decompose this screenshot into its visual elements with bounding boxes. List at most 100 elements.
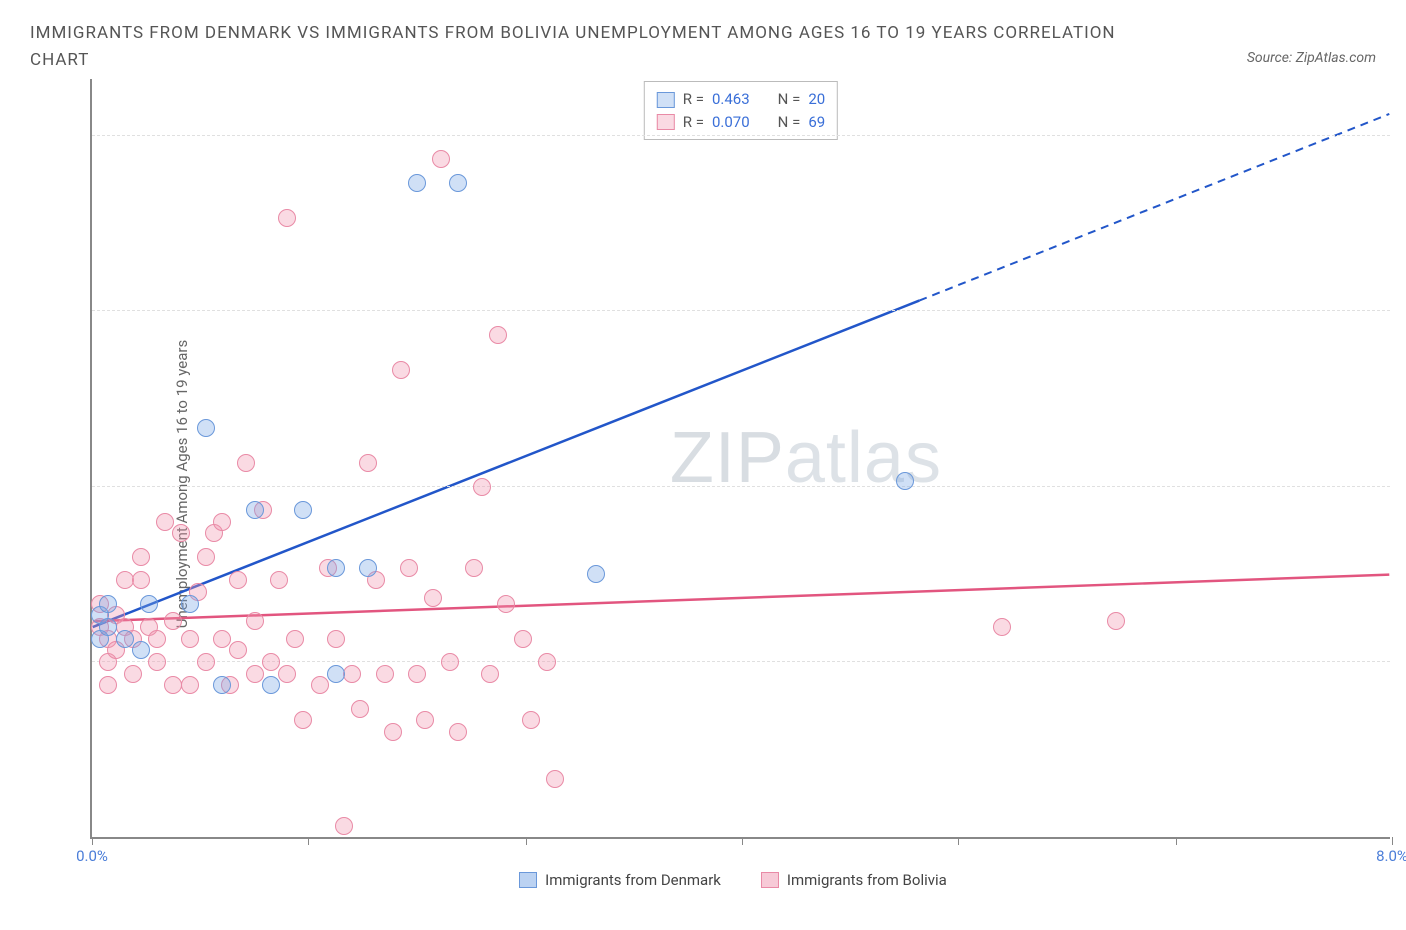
gridline [92,486,1390,487]
scatter-point [148,653,166,671]
scatter-point [140,595,158,613]
scatter-point [311,676,329,694]
scatter-point [246,612,264,630]
scatter-point [408,665,426,683]
scatter-point [172,524,190,542]
scatter-point [213,676,231,694]
x-tick-label: 8.0% [1376,847,1406,865]
scatter-point [237,454,255,472]
series-legend: Immigrants from Denmark Immigrants from B… [90,871,1376,889]
legend-n-label: N = [778,88,801,111]
scatter-point [359,559,377,577]
scatter-point [327,630,345,648]
scatter-point [294,501,312,519]
legend-swatch [519,872,537,888]
scatter-point [164,612,182,630]
scatter-point [327,665,345,683]
legend-r-label: R = [683,88,704,111]
scatter-point [99,618,117,636]
scatter-point [286,630,304,648]
scatter-point [424,589,442,607]
scatter-point [213,513,231,531]
legend-item: Immigrants from Bolivia [761,871,947,889]
x-tick [1176,837,1177,845]
scatter-point [392,361,410,379]
scatter-point [132,641,150,659]
scatter-point [156,513,174,531]
legend-label: Immigrants from Denmark [545,871,721,889]
scatter-point [993,618,1011,636]
scatter-point [449,174,467,192]
scatter-point [246,501,264,519]
scatter-point [132,571,150,589]
scatter-point [896,472,914,490]
scatter-point [262,676,280,694]
scatter-point [197,419,215,437]
legend-swatch [657,92,675,108]
legend-r-label: R = [683,111,704,134]
scatter-point [408,174,426,192]
scatter-point [546,770,564,788]
scatter-point [278,665,296,683]
x-tick [1392,837,1393,845]
x-tick [308,837,309,845]
x-tick [742,837,743,845]
scatter-point [99,595,117,613]
x-tick [526,837,527,845]
scatter-point [181,676,199,694]
legend-row: R = 0.070 N = 69 [657,111,825,134]
scatter-point [441,653,459,671]
scatter-point [262,653,280,671]
scatter-point [181,595,199,613]
legend-swatch [761,872,779,888]
scatter-point [197,548,215,566]
scatter-point [181,630,199,648]
scatter-point [116,630,134,648]
scatter-point [522,711,540,729]
scatter-point [384,723,402,741]
scatter-point [197,653,215,671]
scatter-point [132,548,150,566]
scatter-point [99,676,117,694]
x-tick [958,837,959,845]
scatter-point [489,326,507,344]
scatter-point [327,559,345,577]
scatter-point [229,641,247,659]
scatter-point [351,700,369,718]
scatter-point [270,571,288,589]
legend-n-value: 69 [808,111,825,134]
scatter-point [1107,612,1125,630]
scatter-point [246,665,264,683]
scatter-point [376,665,394,683]
scatter-point [335,817,353,835]
scatter-point [432,150,450,168]
legend-n-label: N = [778,111,801,134]
gridline [92,310,1390,311]
source-attribution: Source: ZipAtlas.com [1247,50,1376,66]
scatter-point [343,665,361,683]
legend-n-value: 20 [808,88,825,111]
legend-r-value: 0.070 [712,111,750,134]
x-tick-label: 0.0% [76,847,108,865]
scatter-point [473,478,491,496]
scatter-point [229,571,247,589]
legend-label: Immigrants from Bolivia [787,871,947,889]
scatter-point [213,630,231,648]
legend-row: R =0.463N =20 [657,88,825,111]
scatter-point [538,653,556,671]
chart-title: IMMIGRANTS FROM DENMARK VS IMMIGRANTS FR… [30,20,1130,74]
scatter-point [465,559,483,577]
scatter-point [359,454,377,472]
scatter-point [416,711,434,729]
scatter-point [481,665,499,683]
scatter-point [148,630,166,648]
scatter-point [400,559,418,577]
gridline [92,135,1390,136]
scatter-point [124,665,142,683]
scatter-point [294,711,312,729]
scatter-point [587,565,605,583]
legend-swatch [657,114,675,130]
gridline [92,661,1390,662]
x-tick [92,837,93,845]
trend-lines [92,79,1390,837]
